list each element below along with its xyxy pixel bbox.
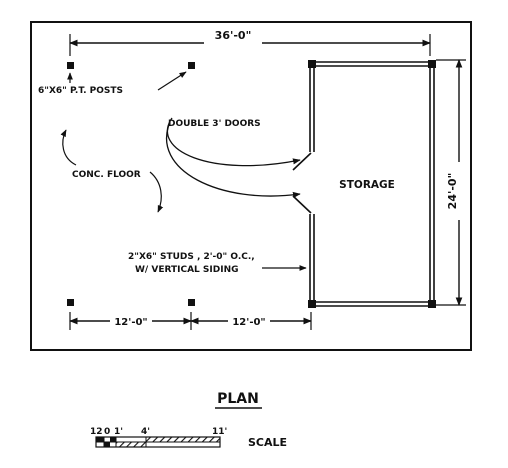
scale-tick-11: 11' — [212, 427, 227, 437]
plan-title: PLAN — [215, 391, 262, 409]
scale-tick-4: 4' — [141, 427, 150, 437]
studs-note: 2"X6" STUDS , 2'-0" O.C., W/ VERTICAL SI… — [128, 252, 307, 275]
scale-tick-12: 12 — [90, 427, 103, 437]
corner-posts — [308, 60, 436, 308]
post-bottom-left — [67, 299, 74, 306]
overall-depth-dimension: 24'-0" — [436, 59, 466, 306]
doors-note: DOUBLE 3' DOORS — [165, 117, 301, 199]
overall-depth-label: 24'-0" — [446, 173, 459, 210]
overall-width-dimension: 36'-0" — [69, 29, 431, 56]
post-spacing-left-label: 12'-0" — [114, 317, 147, 328]
posts-note: 6"X6" P.T. POSTS — [38, 71, 187, 96]
post-bottom-middle — [188, 299, 195, 306]
scale-label: SCALE — [248, 436, 287, 449]
overall-width-label: 36'-0" — [215, 29, 252, 42]
free-standing-posts — [67, 62, 195, 306]
post-top-left — [67, 62, 74, 69]
scale-tick-1: 1' — [114, 427, 123, 437]
storage-walls — [309, 61, 435, 307]
scale-bar-graphic — [95, 436, 221, 448]
double-doors — [292, 152, 312, 214]
doors-note-label: DOUBLE 3' DOORS — [168, 119, 261, 129]
studs-note-line2: W/ VERTICAL SIDING — [135, 265, 238, 275]
posts-note-label: 6"X6" P.T. POSTS — [38, 86, 123, 96]
studs-note-line1: 2"X6" STUDS , 2'-0" O.C., — [128, 252, 255, 262]
post-top-middle — [188, 62, 195, 69]
scale-bar: 12 0 1' 4' 11' SCALE — [90, 427, 287, 449]
floor-note: CONC. FLOOR — [60, 129, 164, 213]
post-spacing-dimensions: 12'-0" 12'-0" — [69, 312, 312, 330]
post-spacing-right-label: 12'-0" — [232, 317, 265, 328]
scale-tick-0: 0 — [104, 427, 110, 437]
storage-room-label: STORAGE — [339, 179, 395, 191]
floor-note-label: CONC. FLOOR — [72, 170, 141, 180]
plan-title-label: PLAN — [217, 391, 259, 407]
drawing-border — [30, 21, 472, 351]
